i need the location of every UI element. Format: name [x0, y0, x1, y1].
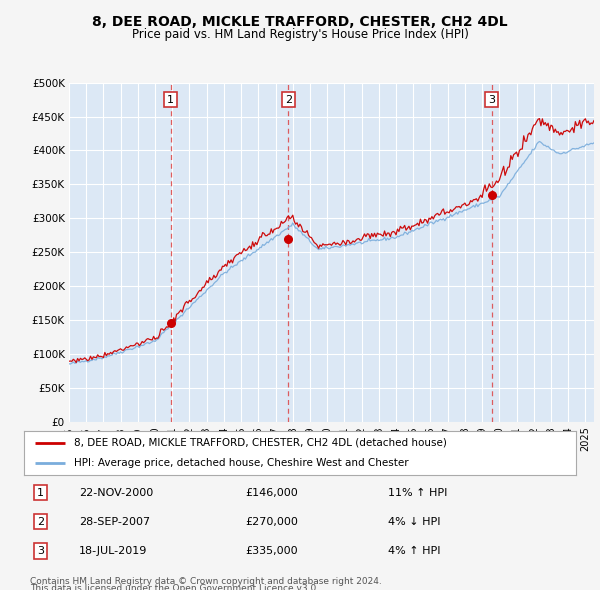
Text: 28-SEP-2007: 28-SEP-2007 — [79, 517, 151, 527]
Text: £335,000: £335,000 — [245, 546, 298, 556]
Text: HPI: Average price, detached house, Cheshire West and Chester: HPI: Average price, detached house, Ches… — [74, 458, 409, 468]
Text: 8, DEE ROAD, MICKLE TRAFFORD, CHESTER, CH2 4DL: 8, DEE ROAD, MICKLE TRAFFORD, CHESTER, C… — [92, 15, 508, 30]
Text: 4% ↑ HPI: 4% ↑ HPI — [388, 546, 441, 556]
Text: 2: 2 — [37, 517, 44, 527]
Text: 2: 2 — [285, 94, 292, 104]
Text: 3: 3 — [488, 94, 495, 104]
Text: Price paid vs. HM Land Registry's House Price Index (HPI): Price paid vs. HM Land Registry's House … — [131, 28, 469, 41]
Text: 1: 1 — [167, 94, 174, 104]
Text: 11% ↑ HPI: 11% ↑ HPI — [388, 487, 448, 497]
Text: £146,000: £146,000 — [245, 487, 298, 497]
Text: 18-JUL-2019: 18-JUL-2019 — [79, 546, 148, 556]
Text: 22-NOV-2000: 22-NOV-2000 — [79, 487, 154, 497]
Text: £270,000: £270,000 — [245, 517, 298, 527]
Text: Contains HM Land Registry data © Crown copyright and database right 2024.: Contains HM Land Registry data © Crown c… — [30, 577, 382, 586]
Text: 4% ↓ HPI: 4% ↓ HPI — [388, 517, 441, 527]
Text: 1: 1 — [37, 487, 44, 497]
Text: 3: 3 — [37, 546, 44, 556]
Text: This data is licensed under the Open Government Licence v3.0.: This data is licensed under the Open Gov… — [30, 584, 319, 590]
Text: 8, DEE ROAD, MICKLE TRAFFORD, CHESTER, CH2 4DL (detached house): 8, DEE ROAD, MICKLE TRAFFORD, CHESTER, C… — [74, 438, 446, 448]
